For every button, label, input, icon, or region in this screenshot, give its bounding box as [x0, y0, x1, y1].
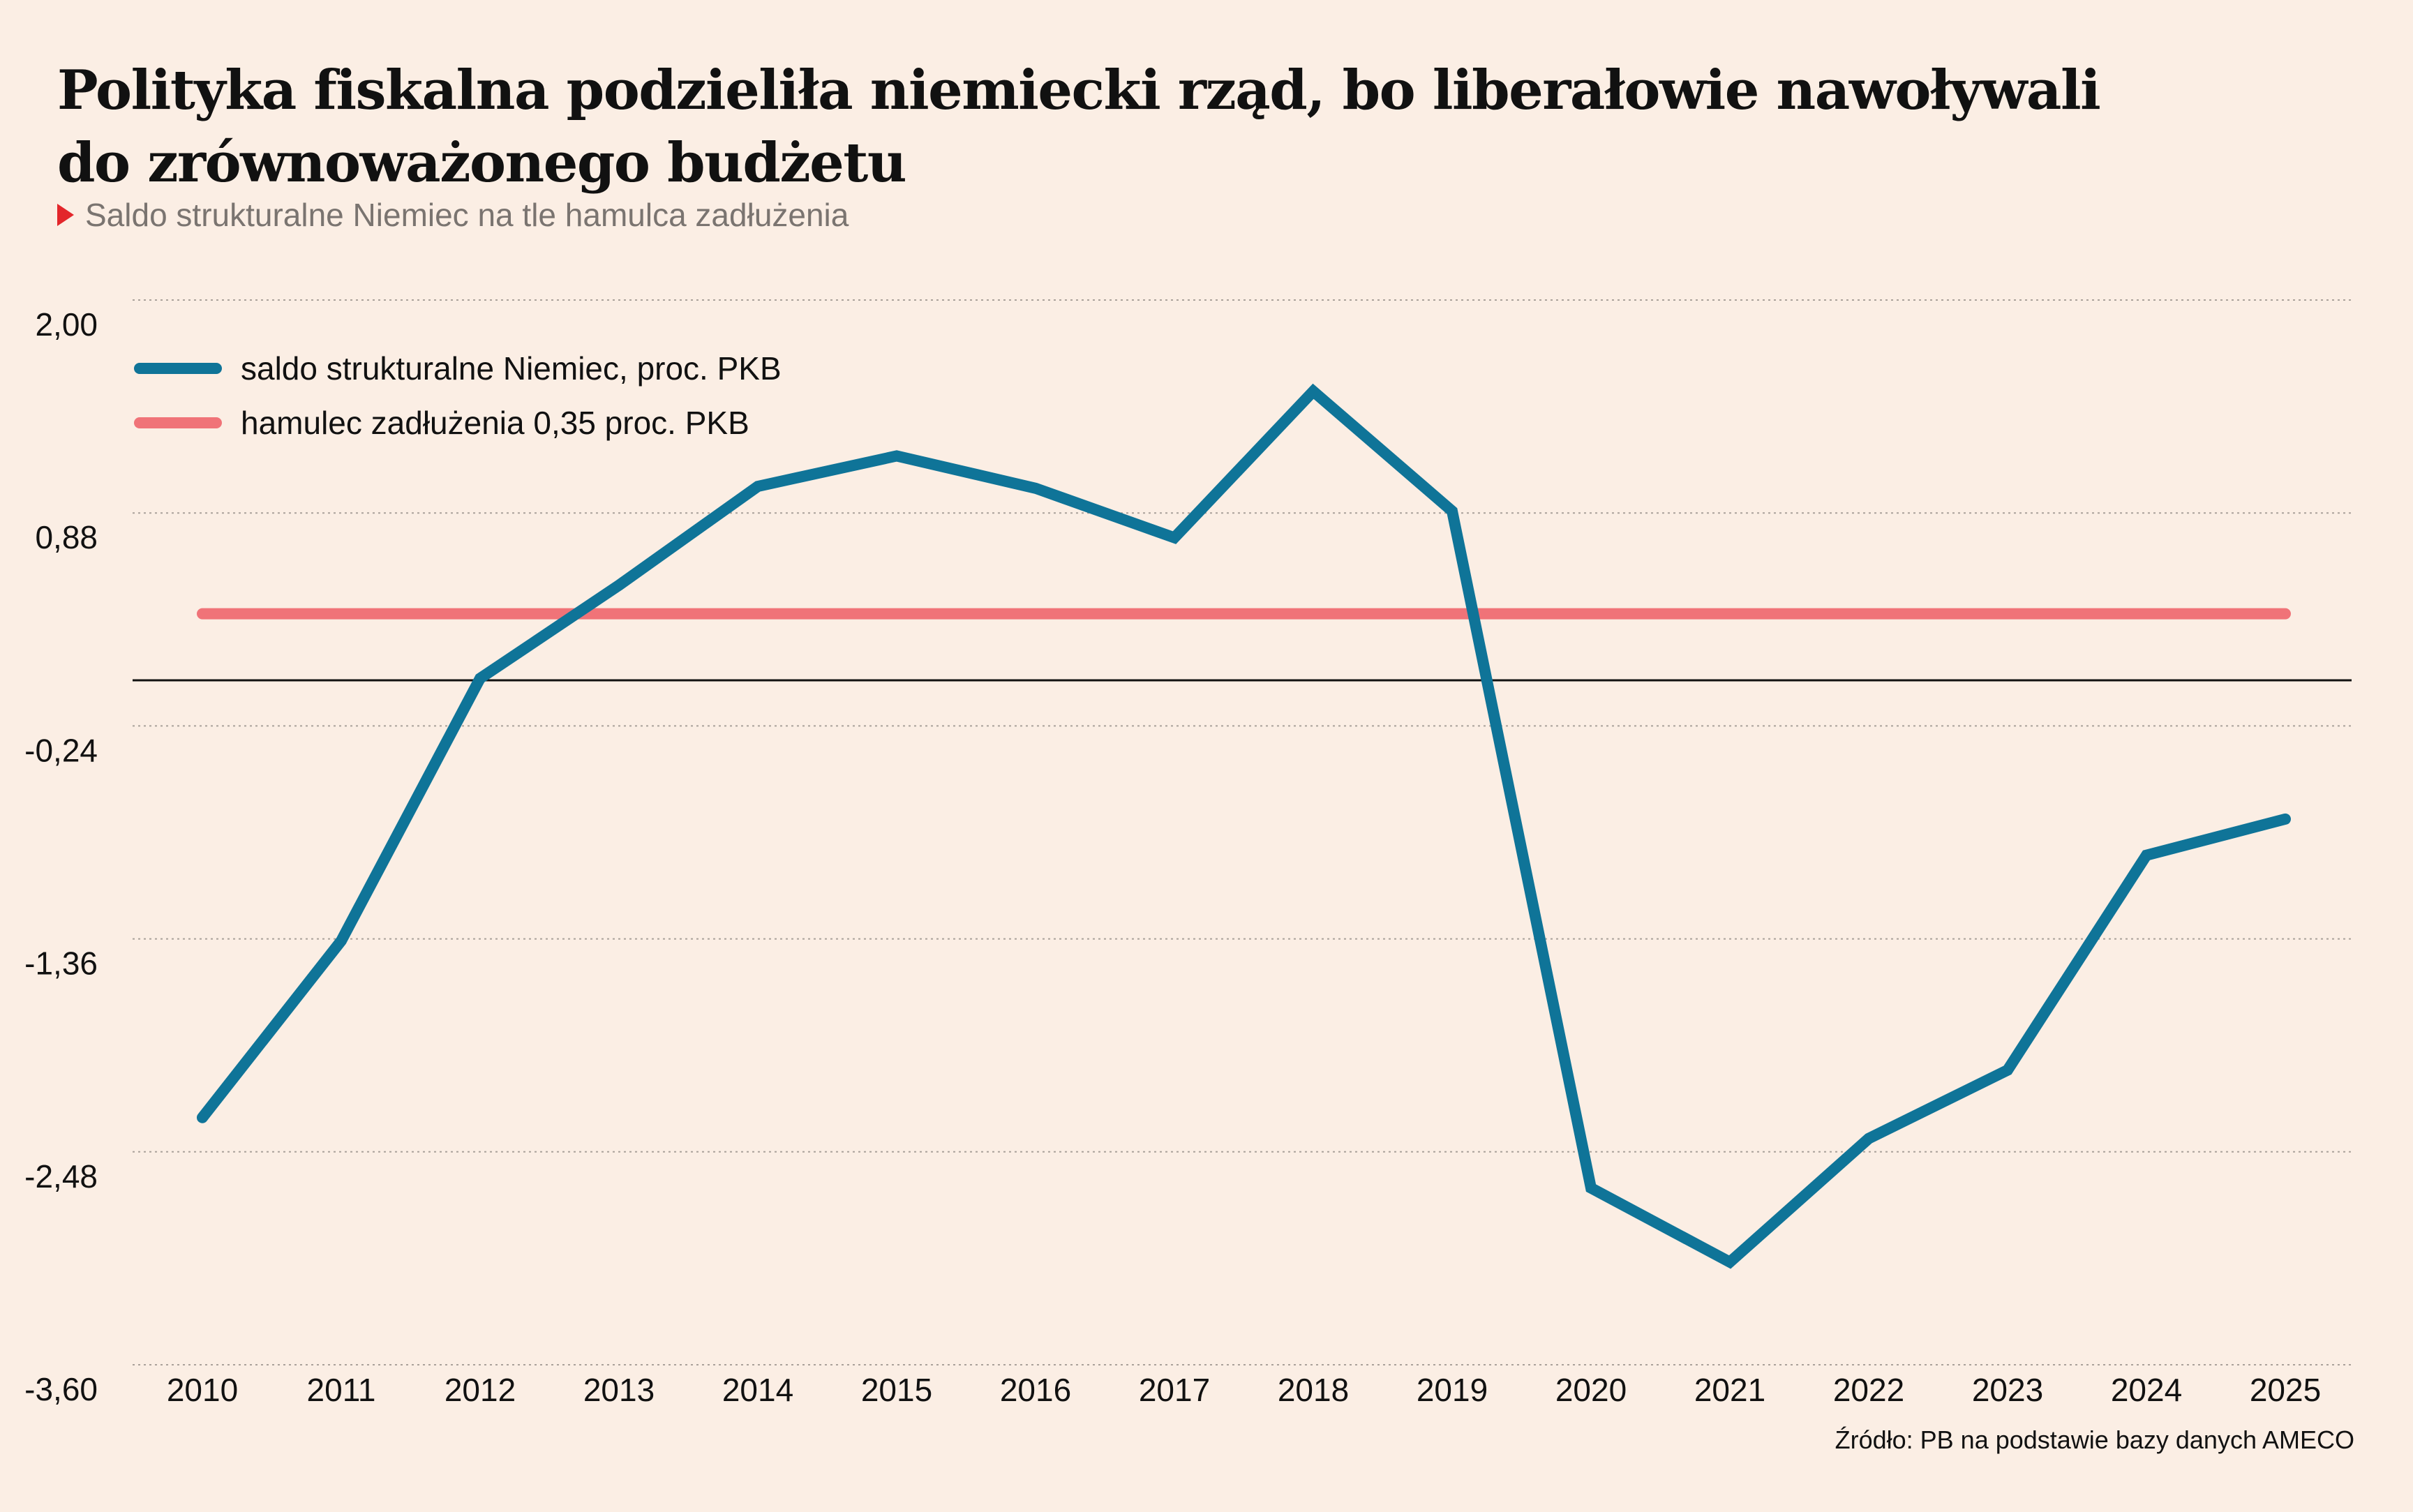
x-tick-label-2018: 2018: [1278, 1372, 1349, 1408]
x-tick-label-2010: 2010: [167, 1372, 238, 1408]
x-tick-label-2024: 2024: [2111, 1372, 2182, 1408]
x-axis-tick-labels: 2010 2011 2012 2013 2014 2015 2016 2017 2018 2019…: [167, 1372, 2321, 1408]
x-tick-label-2014: 2014: [722, 1372, 793, 1408]
x-tick-label-2016: 2016: [1000, 1372, 1071, 1408]
y-tick-label-4: -2,48: [24, 1158, 98, 1195]
chart-subtitle-text: Saldo strukturalne Niemiec na tle hamulc…: [85, 197, 849, 233]
y-tick-label-3: -1,36: [24, 945, 98, 982]
chart-title: Polityka fiskalna podzieliła niemiecki r…: [57, 54, 2220, 200]
x-tick-label-2015: 2015: [861, 1372, 932, 1408]
chart-subtitle: Saldo strukturalne Niemiec na tle hamulc…: [57, 195, 849, 234]
series-line-0: [197, 383, 2291, 1269]
x-tick-label-2011: 2011: [307, 1372, 376, 1408]
grid-lines: [133, 299, 2352, 1365]
x-tick-label-2022: 2022: [1833, 1372, 1904, 1408]
y-tick-label-1: 0,88: [35, 519, 98, 555]
y-tick-label-5: -3,60: [24, 1371, 98, 1407]
chart-title-line-1: Polityka fiskalna podzieliła niemiecki r…: [57, 59, 2101, 122]
legend: saldo strukturalne Niemiec, proc. PKB ham…: [134, 350, 782, 441]
x-tick-label-2019: 2019: [1417, 1372, 1488, 1408]
x-tick-label-2020: 2020: [1555, 1372, 1627, 1408]
x-tick-label-2025: 2025: [2250, 1372, 2321, 1408]
legend-label-0: saldo strukturalne Niemiec, proc. PKB: [241, 350, 782, 387]
series-lines: [197, 383, 2291, 1269]
y-tick-label-2: -0,24: [24, 732, 98, 768]
source-note: Źródło: PB na podstawie bazy danych AMEC…: [1835, 1425, 2354, 1454]
x-tick-label-2012: 2012: [444, 1372, 516, 1408]
x-tick-label-2021: 2021: [1694, 1372, 1765, 1408]
y-tick-label-0: 2,00: [35, 306, 98, 343]
triangle-marker-icon: [57, 204, 74, 226]
chart-title-line-2: do zrównoważonego budżetu: [57, 131, 907, 195]
legend-label-1: hamulec zadłużenia 0,35 proc. PKB: [241, 405, 749, 441]
y-axis-tick-labels: 2,00 0,88 -0,24 -1,36 -2,48 -3,60: [24, 306, 98, 1407]
x-tick-label-2023: 2023: [1972, 1372, 2043, 1408]
x-tick-label-2013: 2013: [583, 1372, 655, 1408]
x-tick-label-2017: 2017: [1139, 1372, 1210, 1408]
